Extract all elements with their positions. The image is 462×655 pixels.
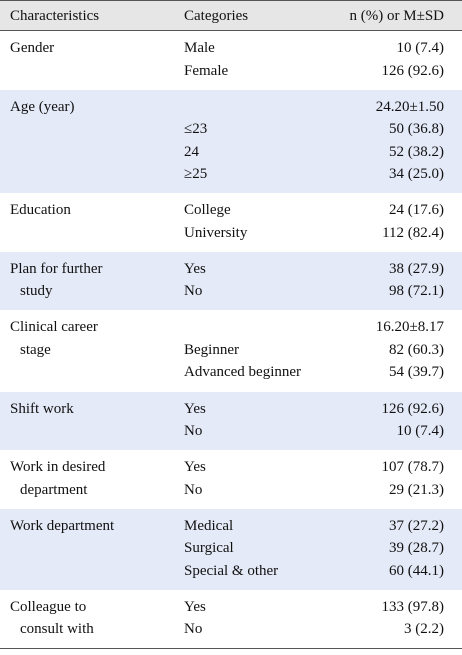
header-row: Characteristics Categories n (%) or M±SD — [0, 0, 462, 31]
characteristic: Education — [10, 202, 71, 219]
value: 24.20±1.50 — [375, 98, 444, 115]
characteristic: Gender — [10, 40, 55, 56]
group-row: Age (year) 24.20±1.50 ≤23 50 (36.8) 24 52 (38… — [0, 89, 462, 194]
value: 107 (78.7) — [381, 459, 445, 476]
group-row: Plan for further study Yes 38 (27.9) No 98 (7… — [0, 251, 462, 311]
characteristic: study — [20, 283, 53, 300]
category: Yes — [184, 598, 206, 615]
value: 98 (72.1) — [389, 283, 444, 300]
bottom-rule — [0, 648, 462, 650]
category: Medical — [184, 517, 234, 534]
value: 54 (39.7) — [389, 364, 444, 381]
group-row: Education College 24 (17.6) University 112 (… — [0, 193, 462, 252]
category: Advanced beginner — [184, 364, 302, 381]
category: Male — [184, 40, 215, 56]
category: Surgical — [184, 540, 234, 557]
value: 16.20±8.17 — [375, 319, 444, 336]
characteristic: Work department — [10, 517, 115, 534]
characteristic: stage — [20, 341, 51, 358]
value: 34 (25.0) — [389, 166, 444, 183]
group-row: Gender Male 10 (7.4) Female 126 (92.6) — [0, 31, 462, 90]
value: 38 (27.9) — [389, 260, 444, 277]
characteristic: Colleague to — [10, 598, 87, 615]
value: 60 (44.1) — [389, 562, 444, 579]
header-cell: n (%) or M±SD — [349, 8, 444, 24]
group-row: Shift work Yes 126 (92.6) No 10 (7.4) — [0, 391, 462, 451]
category: Yes — [184, 260, 206, 277]
header-cell: Categories — [184, 8, 249, 24]
characteristic: department — [20, 481, 88, 498]
group-row: Colleague to consult with Yes 133 (97.8) No 3… — [0, 589, 462, 649]
category: Female — [184, 62, 229, 79]
category: ≥25 — [184, 166, 208, 183]
value: 3 (2.2) — [404, 621, 444, 638]
characteristic: Age (year) — [10, 98, 75, 115]
value: 82 (60.3) — [389, 341, 444, 358]
category: ≤23 — [184, 121, 208, 138]
characteristic: consult with — [20, 621, 94, 638]
group-row: Clinical career stage 16.20±8.17 Beginner 82… — [0, 310, 462, 392]
value: 126 (92.6) — [381, 400, 445, 417]
group-row: Work department Medical 37 (27.2) Surgical 3… — [0, 508, 462, 590]
value: 37 (27.2) — [389, 517, 444, 534]
header-cell: Characteristics — [10, 8, 100, 24]
value: 112 (82.4) — [382, 224, 444, 241]
value: 133 (97.8) — [381, 598, 445, 615]
characteristic: Clinical career — [10, 319, 98, 336]
value: 10 (7.4) — [396, 40, 445, 56]
category: No — [184, 423, 203, 439]
value: 24 (17.6) — [389, 202, 444, 219]
group-row: Work in desired department Yes 107 (78.7) No… — [0, 450, 462, 509]
category: Yes — [184, 400, 206, 417]
category: Beginner — [184, 341, 239, 358]
value: 52 (38.2) — [389, 143, 444, 160]
value: 10 (7.4) — [396, 423, 445, 439]
category: University — [184, 224, 248, 241]
category: College — [184, 202, 231, 219]
value: 39 (28.7) — [389, 540, 444, 557]
category: Special & other — [184, 562, 279, 579]
category: No — [184, 621, 203, 638]
category: No — [184, 481, 203, 498]
value: 50 (36.8) — [389, 121, 444, 138]
category: No — [184, 283, 203, 300]
category: 24 — [184, 143, 199, 160]
characteristic: Shift work — [10, 400, 74, 417]
value: 126 (92.6) — [381, 62, 445, 79]
characteristic: Work in desired — [10, 459, 106, 476]
category: Yes — [184, 459, 206, 476]
value: 29 (21.3) — [389, 481, 444, 498]
characteristic: Plan for further — [10, 260, 103, 277]
